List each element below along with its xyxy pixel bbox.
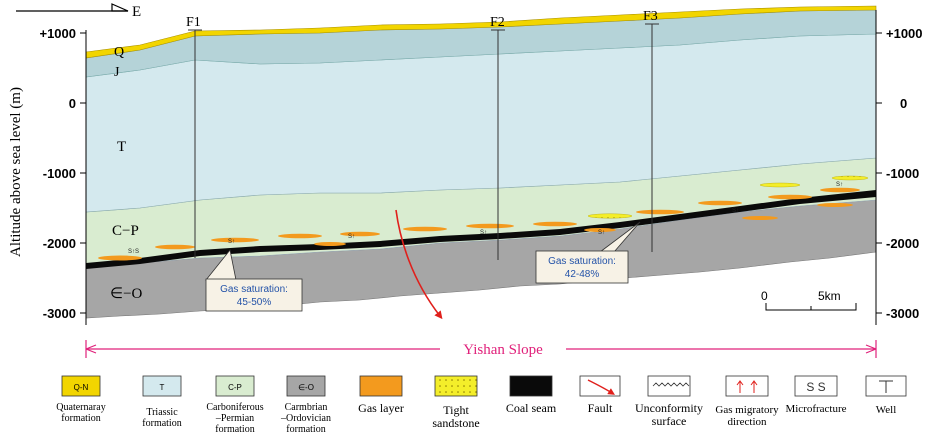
svg-text:S S: S S <box>806 380 825 394</box>
legend-swatch-cambrian: ∈-O <box>286 375 326 397</box>
scale-bar: 0 5km <box>761 289 857 311</box>
microfracture-icon: S S <box>794 375 838 397</box>
callout-1-value: 45-50% <box>237 297 272 308</box>
left-tick-label: -3000 <box>43 306 76 321</box>
legend-label-fault: Fault <box>588 401 613 415</box>
svg-text:T: T <box>160 383 165 392</box>
left-tick-label: 0 <box>69 96 76 111</box>
gas-layers <box>98 187 860 261</box>
scale-bar-start: 0 <box>761 289 768 303</box>
formation-label-eo: ∈−O <box>110 286 143 302</box>
left-tick-label: -1000 <box>43 166 76 181</box>
formation-label-t: T <box>117 139 126 155</box>
right-tick-label: -1000 <box>886 166 919 181</box>
region-extent <box>85 340 877 358</box>
well-icon <box>865 375 907 397</box>
fault-icon <box>579 375 621 397</box>
callout-1-title: Gas saturation: <box>220 284 288 295</box>
legend: Q-N T C-P ∈-O <box>56 375 907 435</box>
coal-seam <box>86 190 876 269</box>
east-label: E <box>132 4 141 20</box>
svg-text:S↑: S↑ <box>228 239 235 245</box>
legend-label-carboniferous: Carboniferous –Permian formation <box>206 402 263 435</box>
svg-text:S↑: S↑ <box>480 230 487 236</box>
left-tick-label: +1000 <box>39 26 76 41</box>
frame <box>85 10 877 325</box>
svg-text:S↑: S↑ <box>598 230 605 236</box>
legend-label-well: Well <box>876 404 897 416</box>
svg-text:S↑S: S↑S <box>128 249 139 255</box>
fault-line <box>395 209 443 320</box>
svg-text:S↑: S↑ <box>732 208 739 214</box>
legend-swatch-coal-seam <box>509 375 553 397</box>
legend-swatch-carboniferous: C-P <box>215 375 255 397</box>
legend-label-cambrian: Carmbrian –Ordovician formation <box>280 402 331 435</box>
formation-label-cp: C−P <box>112 223 139 239</box>
callout-2: Gas saturation: 42-48% <box>535 221 641 284</box>
legend-label-quaternary: Quaternaray formation <box>56 402 105 424</box>
left-tick-label: -2000 <box>43 236 76 251</box>
well-label-f2: F2 <box>490 15 505 30</box>
svg-text:C-P: C-P <box>228 383 242 392</box>
svg-text:S↑: S↑ <box>348 234 355 240</box>
legend-label-gas-layer: Gas layer <box>358 401 404 415</box>
y-axis-title: Altitude above sea level (m) <box>8 87 24 257</box>
legend-label-coal-seam: Coal seam <box>506 401 557 415</box>
tick-marks <box>80 32 882 314</box>
well-label-f3: F3 <box>643 9 658 24</box>
svg-text:S↑: S↑ <box>836 182 843 188</box>
right-tick-label: -2000 <box>886 236 919 251</box>
arrows-icon <box>725 375 769 397</box>
legend-label-microfracture: Microfracture <box>785 403 846 415</box>
tight-sandstone-lenses <box>587 175 869 219</box>
callout-2-value: 42-48% <box>565 269 600 280</box>
microfracture-marks: S↑S S↑ S↑ S↑ S↑ S↑ S↑ <box>128 182 843 255</box>
right-tick-label: -3000 <box>886 306 919 321</box>
legend-swatch-quaternary: Q-N <box>61 375 101 397</box>
right-tick-label: +1000 <box>886 26 923 41</box>
formation-label-j: J <box>114 65 120 80</box>
legend-swatch-gas-layer <box>359 375 403 397</box>
legend-swatch-tight-sandstone <box>434 375 478 397</box>
right-tick-label: 0 <box>900 96 907 111</box>
east-arrow-icon <box>16 3 129 12</box>
svg-text:∈-O: ∈-O <box>298 383 314 392</box>
legend-label-tight-sandstone: Tight sandstone <box>432 403 479 430</box>
well-label-f1: F1 <box>186 15 201 30</box>
svg-text:Q-N: Q-N <box>74 383 89 392</box>
region-label: Yishan Slope <box>463 342 543 358</box>
legend-swatch-triassic: T <box>142 375 182 397</box>
scale-bar-end: 5km <box>818 289 841 303</box>
wells <box>188 23 659 260</box>
section-body: S↑S S↑ S↑ S↑ S↑ S↑ S↑ <box>85 5 877 320</box>
legend-label-gas-migration: Gas migratory direction <box>715 404 779 428</box>
legend-label-triassic: Triassic formation <box>142 407 181 429</box>
callout-2-title: Gas saturation: <box>548 256 616 267</box>
callout-1: Gas saturation: 45-50% <box>205 249 303 312</box>
formation-label-q: Q <box>114 45 124 60</box>
legend-label-unconformity: Unconformity surface <box>635 401 703 428</box>
unconformity-icon <box>647 375 691 397</box>
